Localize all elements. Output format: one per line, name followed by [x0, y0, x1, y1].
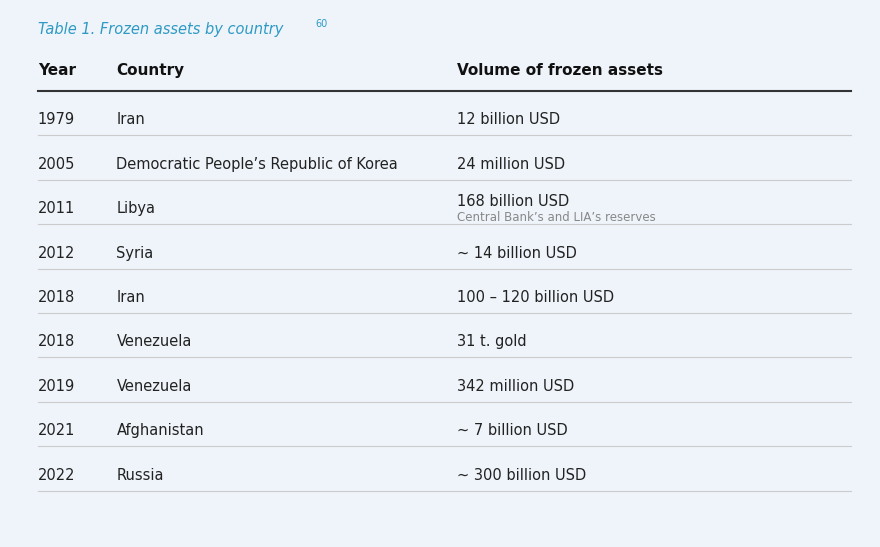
Text: Year: Year: [38, 63, 76, 78]
Text: 2018: 2018: [38, 290, 75, 305]
Text: Central Bank’s and LIA’s reserves: Central Bank’s and LIA’s reserves: [458, 211, 656, 224]
Text: 342 million USD: 342 million USD: [458, 379, 575, 394]
Text: 2012: 2012: [38, 246, 75, 260]
Text: Iran: Iran: [116, 290, 145, 305]
Text: Afghanistan: Afghanistan: [116, 423, 204, 438]
Text: 1979: 1979: [38, 112, 75, 127]
Text: 2021: 2021: [38, 423, 75, 438]
Text: Democratic People’s Republic of Korea: Democratic People’s Republic of Korea: [116, 157, 399, 172]
Text: 31 t. gold: 31 t. gold: [458, 334, 527, 350]
Text: 2022: 2022: [38, 468, 76, 482]
Text: Libya: Libya: [116, 201, 156, 216]
Text: 168 billion USD: 168 billion USD: [458, 194, 569, 209]
Text: 2011: 2011: [38, 201, 75, 216]
Text: 2005: 2005: [38, 157, 75, 172]
Text: Venezuela: Venezuela: [116, 379, 192, 394]
Text: Syria: Syria: [116, 246, 154, 260]
Text: Country: Country: [116, 63, 185, 78]
Text: Russia: Russia: [116, 468, 164, 482]
Text: Venezuela: Venezuela: [116, 334, 192, 350]
Text: 24 million USD: 24 million USD: [458, 157, 566, 172]
Text: ~ 300 billion USD: ~ 300 billion USD: [458, 468, 587, 482]
Text: ~ 14 billion USD: ~ 14 billion USD: [458, 246, 577, 260]
Text: 2018: 2018: [38, 334, 75, 350]
Text: Iran: Iran: [116, 112, 145, 127]
Text: 2019: 2019: [38, 379, 75, 394]
Text: Table 1. Frozen assets by country: Table 1. Frozen assets by country: [38, 22, 283, 37]
Text: Volume of frozen assets: Volume of frozen assets: [458, 63, 664, 78]
Text: 12 billion USD: 12 billion USD: [458, 112, 561, 127]
Text: 60: 60: [315, 19, 327, 29]
Text: 100 – 120 billion USD: 100 – 120 billion USD: [458, 290, 614, 305]
Text: ~ 7 billion USD: ~ 7 billion USD: [458, 423, 568, 438]
